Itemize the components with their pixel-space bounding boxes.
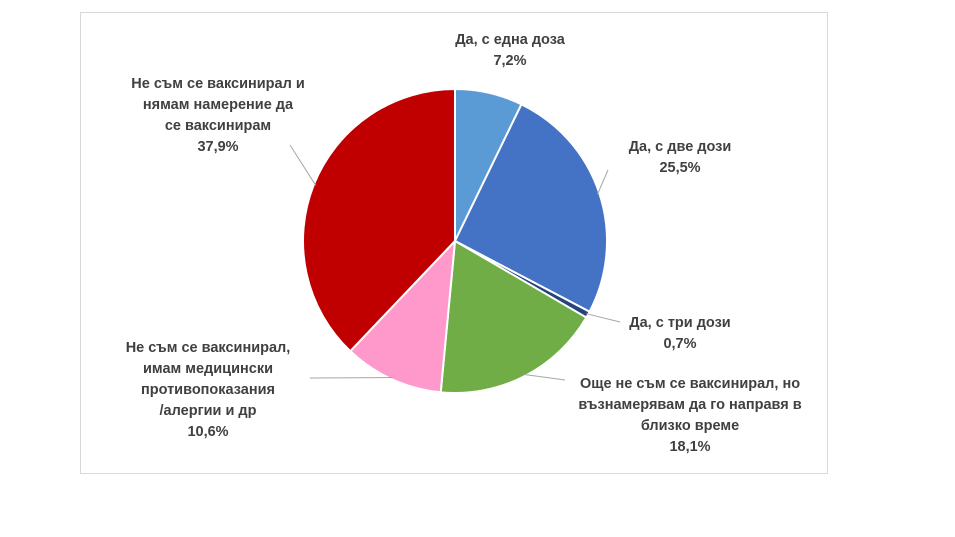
slice-value: 25,5% [659,160,701,176]
slice-value: 37,9% [197,139,239,155]
slice-name-line: имам медицински [143,361,273,377]
slice-value: 18,1% [669,439,711,455]
slice-name-line: Не съм се ваксинирал, [125,340,291,356]
slice-name-line: близко време [640,418,740,434]
slice-name-line: противопоказания [140,382,276,398]
slice-name-line: нямам намерение да [142,97,294,113]
slice-label-one-dose: Да, с една доза 7,2% [420,30,600,72]
slice-label-three-doses: Да, с три дози 0,7% [605,313,755,355]
slice-name: Да, с две дози [628,139,732,155]
slice-name-line: Не съм се ваксинирал и [131,76,305,92]
pie-slices [302,87,608,394]
leader-line [597,169,609,195]
slice-label-medical-contraindications: Не съм се ваксинирал, имам медицински пр… [98,338,318,443]
slice-value: 10,6% [187,424,229,440]
leader-line [289,144,317,186]
slice-name-line: /алергии и др [159,403,257,419]
slice-label-two-doses: Да, с две дози 25,5% [600,137,760,179]
slice-name: Да, с три дози [629,315,731,331]
slice-name-line: Още не съм се ваксинирал, но [579,376,801,392]
leader-line [309,377,393,379]
slice-value: 0,7% [663,336,697,352]
leader-line [523,373,566,381]
slice-name-line: се ваксинирам [164,118,272,134]
slice-name: Да, с една доза [455,32,565,48]
leader-lines [289,144,621,381]
leader-line [586,313,621,323]
slice-no-intention [302,87,456,353]
slice-value: 7,2% [493,53,527,69]
slice-intend-to-vaccinate [439,239,588,394]
slice-name-line: възнамерявам да го направя в [578,397,802,413]
slice-label-intend-to-vaccinate: Още не съм се ваксинирал, но възнамерява… [550,374,830,458]
slice-label-no-intention: Не съм се ваксинирал и нямам намерение д… [98,74,338,158]
slice-medical-contraindications [348,238,457,394]
